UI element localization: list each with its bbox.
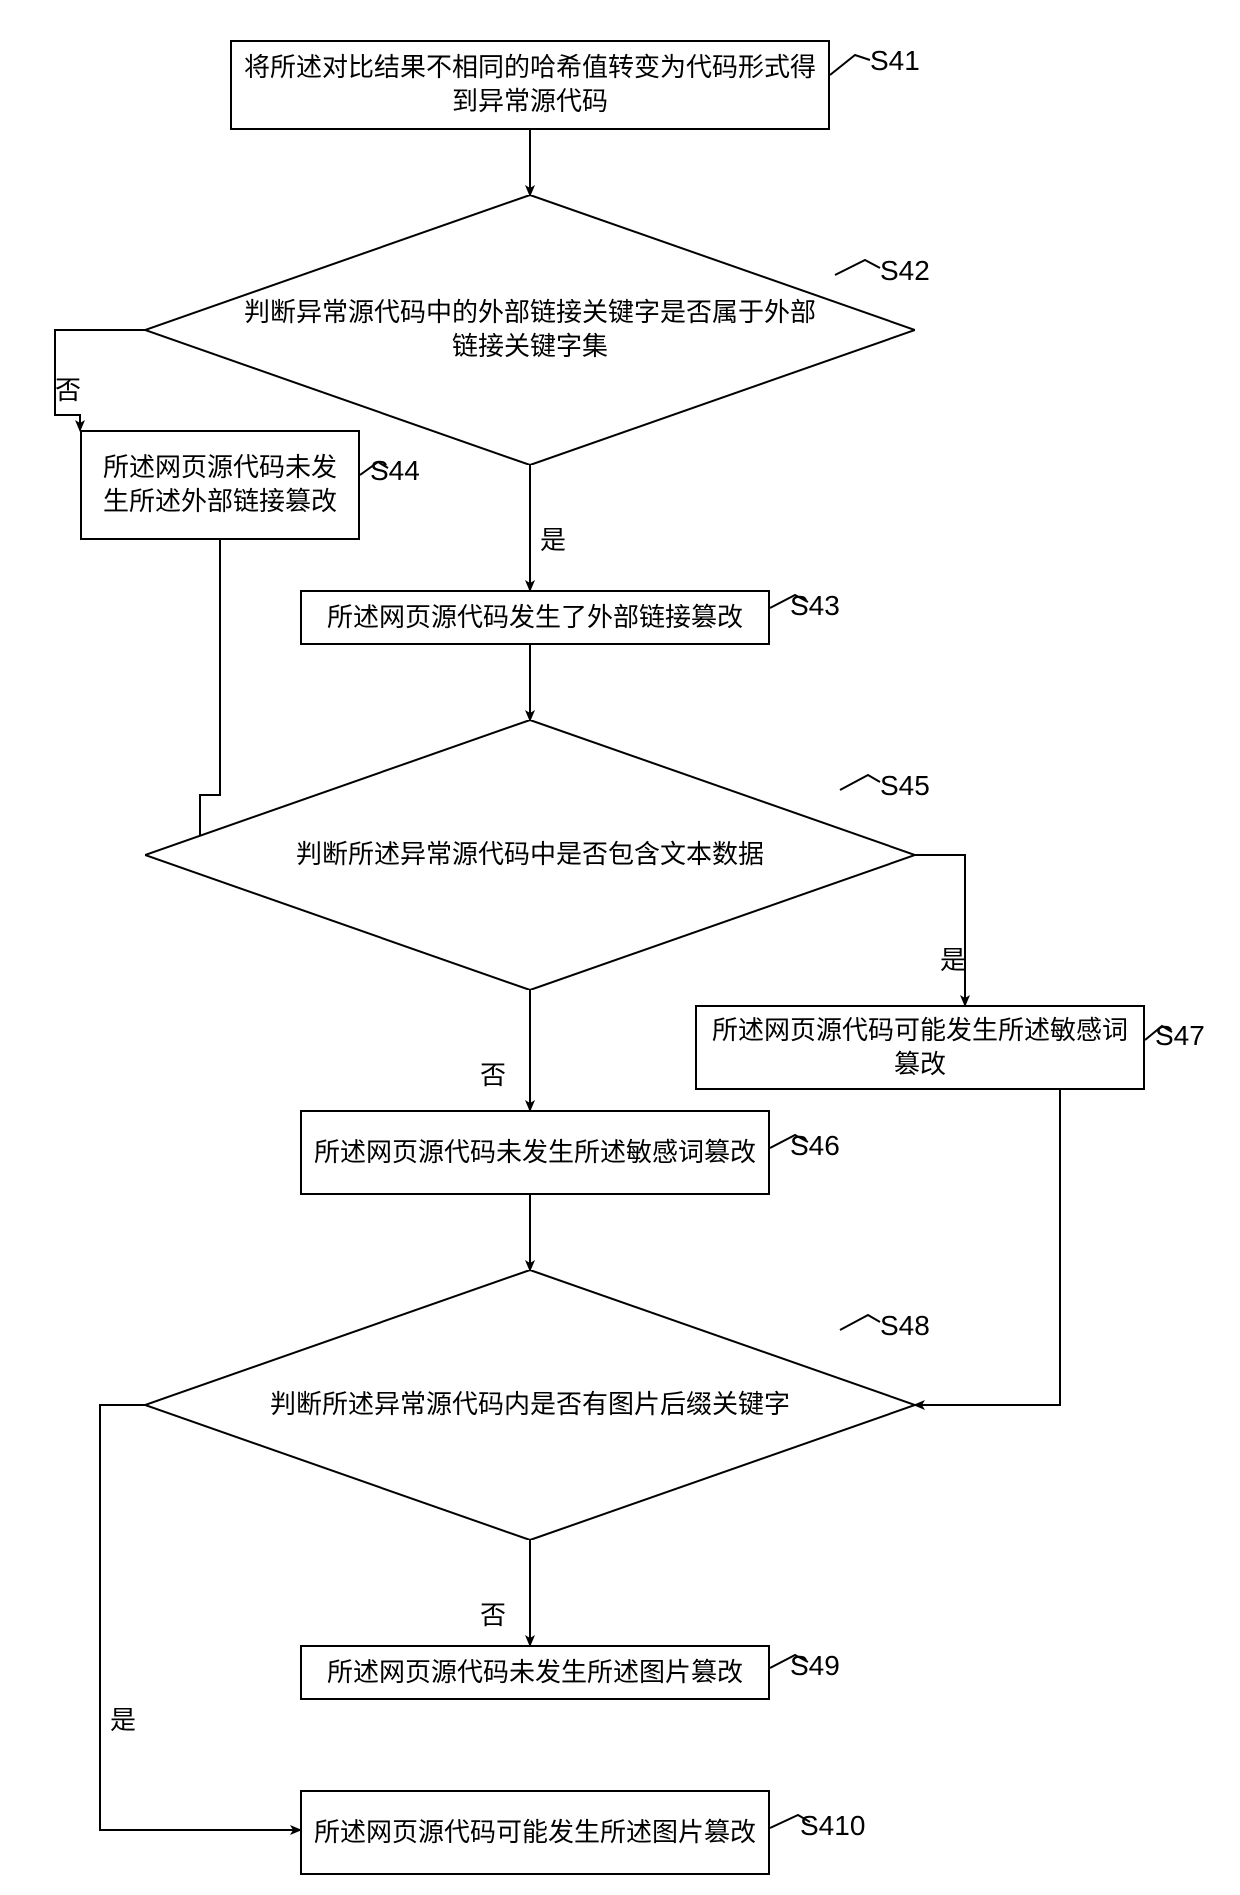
node-s46: 所述网页源代码未发生所述敏感词篡改	[300, 1110, 770, 1195]
node-s48: 判断所述异常源代码内是否有图片后缀关键字	[145, 1270, 915, 1540]
node-s41: 将所述对比结果不相同的哈希值转变为代码形式得到异常源代码	[230, 40, 830, 130]
edge-s47-s48	[915, 1090, 1060, 1405]
edge-label-s48-s49: 否	[480, 1595, 506, 1632]
step-label-s47: S47	[1155, 1020, 1205, 1052]
step-label-s410: S410	[800, 1810, 865, 1842]
node-s49: 所述网页源代码未发生所述图片篡改	[300, 1645, 770, 1700]
node-text-s41: 将所述对比结果不相同的哈希值转变为代码形式得到异常源代码	[244, 51, 816, 119]
node-text-s49: 所述网页源代码未发生所述图片篡改	[327, 1656, 743, 1690]
flowchart-canvas: 将所述对比结果不相同的哈希值转变为代码形式得到异常源代码 S41 判断异常源代码中的…	[0, 0, 1240, 1895]
node-text-s42: 判断异常源代码中的外部链接关键字是否属于外部链接关键字集	[235, 296, 825, 364]
node-s44: 所述网页源代码未发生所述外部链接篡改	[80, 430, 360, 540]
node-text-s48: 判断所述异常源代码内是否有图片后缀关键字	[270, 1388, 790, 1422]
step-label-s45: S45	[880, 770, 930, 802]
step-label-s42: S42	[880, 255, 930, 287]
edge-s45-s47	[915, 855, 965, 1005]
edge-label-s45-s46: 否	[480, 1055, 506, 1092]
step-label-s44: S44	[370, 455, 420, 487]
edge-label-s42-s44: 否	[55, 370, 81, 407]
node-text-s46: 所述网页源代码未发生所述敏感词篡改	[314, 1136, 756, 1170]
node-text-s43: 所述网页源代码发生了外部链接篡改	[327, 601, 743, 635]
step-label-s41: S41	[870, 45, 920, 77]
step-label-s48: S48	[880, 1310, 930, 1342]
node-text-s45: 判断所述异常源代码中是否包含文本数据	[296, 838, 764, 872]
edge-label-s48-s410: 是	[110, 1700, 136, 1737]
edge-label-s42-s43: 是	[540, 520, 566, 557]
node-text-s44: 所述网页源代码未发生所述外部链接篡改	[94, 451, 346, 519]
node-text-s47: 所述网页源代码可能发生所述敏感词篡改	[709, 1014, 1131, 1082]
node-s47: 所述网页源代码可能发生所述敏感词篡改	[695, 1005, 1145, 1090]
step-label-s49: S49	[790, 1650, 840, 1682]
node-s45: 判断所述异常源代码中是否包含文本数据	[145, 720, 915, 990]
node-text-s410: 所述网页源代码可能发生所述图片篡改	[314, 1816, 756, 1850]
node-s42: 判断异常源代码中的外部链接关键字是否属于外部链接关键字集	[145, 195, 915, 465]
edge-label-s45-s47: 是	[940, 940, 966, 977]
node-s43: 所述网页源代码发生了外部链接篡改	[300, 590, 770, 645]
callout-tail-s41	[830, 55, 870, 75]
step-label-s43: S43	[790, 590, 840, 622]
step-label-s46: S46	[790, 1130, 840, 1162]
node-s410: 所述网页源代码可能发生所述图片篡改	[300, 1790, 770, 1875]
